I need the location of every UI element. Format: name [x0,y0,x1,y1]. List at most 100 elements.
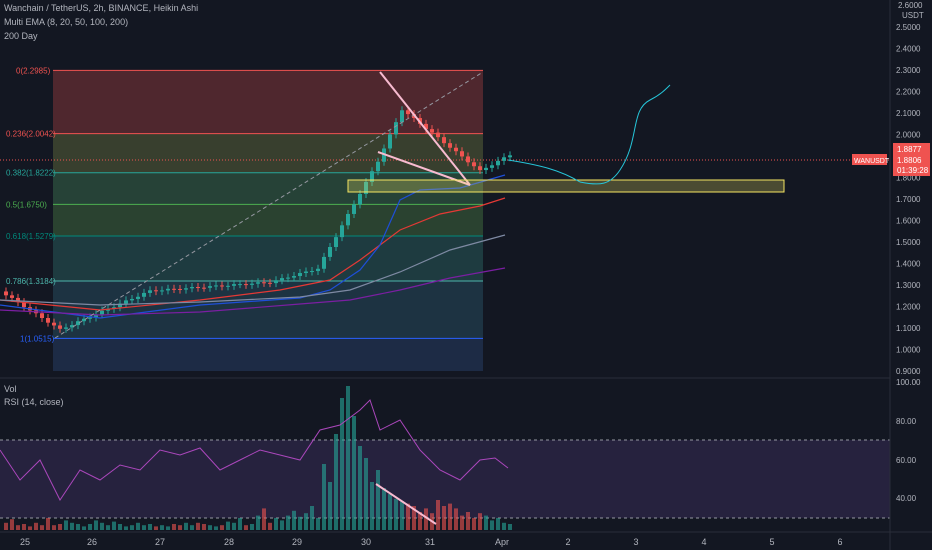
volume-bar [94,520,98,530]
candle-body [358,193,362,205]
candle-body [118,303,122,308]
indicator-200-day[interactable]: 200 Day [4,31,38,41]
volume-bar [256,515,260,530]
chart-title[interactable]: Wanchain / TetherUS, 2h, BINANCE, Heikin… [4,3,199,13]
volume-bar [40,525,44,530]
volume-bar [118,524,122,530]
wedge-upper-line [379,71,471,186]
candle-body [508,155,512,158]
rsi-tick: 60.00 [896,456,917,465]
volume-bar [424,508,428,530]
candle-body [280,278,284,281]
fib-label: 0.382(1.8222) [6,169,56,178]
candle-body [328,247,332,257]
support-zone [347,179,785,193]
candle-body [40,313,44,319]
candle-body [196,287,200,289]
volume-bar [190,525,194,530]
volume-bar [52,525,56,530]
fib-band [53,236,483,282]
volume-bar [160,525,164,530]
time-tick: 4 [701,537,706,547]
candle-body [448,143,452,148]
candle-body [460,151,464,157]
candle-body [436,132,440,138]
price-tick: 2.1000 [896,109,921,118]
candle-body [256,282,260,284]
volume-bar [286,515,290,530]
candle-body [340,225,344,238]
candle-body [58,325,62,329]
volume-bar [400,501,404,530]
candle-body [490,165,494,168]
volume-bar [340,398,344,530]
rsi-divergence-line [375,483,437,525]
price-tick: 2.6000 [898,1,923,10]
vol-label[interactable]: Vol [4,384,17,394]
price-tag-label: 1.8806 [897,156,922,165]
volume-bar [196,522,200,530]
time-tick: 6 [837,537,842,547]
candle-body [316,268,320,272]
candle-body [388,134,392,149]
time-tick: 25 [20,537,30,547]
rsi-tick: 40.00 [896,494,917,503]
volume-bar [58,524,62,530]
candle-body [424,123,428,130]
candle-body [286,277,290,279]
time-axis[interactable]: 25 26 27 28 29 30 31 Apr 2 3 4 5 6 [0,531,932,547]
time-tick: 31 [425,537,435,547]
candle-body [250,283,254,285]
volume-bar [4,522,8,530]
volume-bar [142,525,146,530]
time-tick: 3 [633,537,638,547]
volume-bar [124,526,128,530]
volume-bar [28,526,32,530]
candle-body [226,285,230,287]
price-tick: 1.6000 [896,217,921,226]
volume-bar [496,518,500,530]
rsi-label[interactable]: RSI (14, close) [4,397,64,407]
time-tick: 5 [769,537,774,547]
fib-label: 0.236(2.0042) [6,130,56,139]
volume-bar [244,525,248,530]
volume-bar [154,526,158,530]
candle-body [130,298,134,301]
candle-body [160,290,164,292]
candle-body [472,162,476,167]
last-price-tag [893,143,930,154]
projection-path [507,84,671,185]
candle-body [268,282,272,284]
indicator-multi-ema[interactable]: Multi EMA (8, 20, 50, 100, 200) [4,17,129,27]
fib-band [53,338,483,371]
volume-bar [208,525,212,530]
volume-bar [454,508,458,530]
volume-bar [292,510,296,530]
currency-label: USDT [902,11,924,20]
price-tick: 1.3000 [896,281,921,290]
candle-body [4,291,8,296]
symbol-tag [852,154,887,165]
fib-label: 0.786(1.3184) [6,277,56,286]
candle-body [274,280,278,284]
volume-bar [10,519,14,530]
fib-label: 0.618(1.5279) [6,232,56,241]
volume-bar [304,513,308,530]
volume-bar [406,503,410,530]
volume-bar [178,525,182,530]
volume-bar [394,498,398,530]
volume-bar [82,526,86,530]
candle-body [88,317,92,319]
price-tick: 1.1000 [896,324,921,333]
volume-bar [352,416,356,530]
ema-lines [0,174,506,319]
volume-bar [478,513,482,530]
price-tick: 0.9000 [896,367,921,376]
user-drawings[interactable] [54,71,785,339]
fib-retracement[interactable] [53,70,483,371]
time-tick: 29 [292,537,302,547]
countdown-label: 01:39:28 [897,166,929,175]
candle-body [76,321,80,326]
